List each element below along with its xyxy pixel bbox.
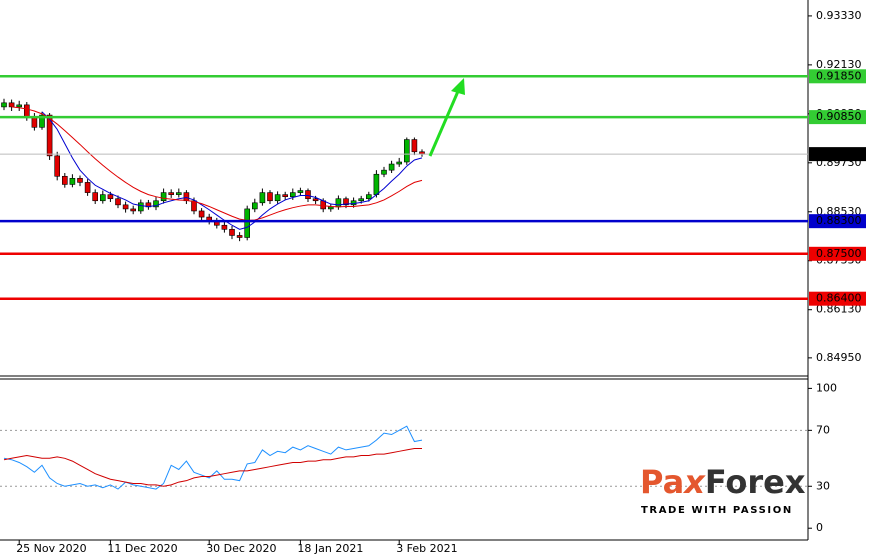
candle-body — [411, 139, 418, 153]
candle-body — [350, 200, 357, 206]
indicator-line — [3, 425, 423, 490]
y-tick-label: 0 — [816, 521, 823, 534]
candle-body — [381, 169, 387, 175]
candle-body — [77, 178, 83, 183]
candle-body — [138, 202, 144, 212]
candle-body — [282, 194, 289, 197]
level-box — [809, 69, 866, 84]
candle-body — [343, 198, 349, 206]
level-box — [809, 110, 866, 125]
level-label: 0.88300 — [816, 214, 862, 227]
candle-body — [335, 198, 342, 208]
candle-body — [289, 192, 296, 197]
candle-body — [84, 182, 91, 193]
candle-body — [259, 192, 266, 204]
candle-body — [8, 102, 15, 108]
candle-body — [54, 155, 61, 177]
candle-body — [69, 178, 76, 185]
candle-body — [305, 190, 311, 200]
x-tick-label: 25 Nov 2020 — [16, 542, 86, 555]
candle-body — [115, 198, 121, 206]
x-tick-label: 18 Jan 2021 — [297, 542, 363, 555]
last-price-label: 0.89943 — [816, 147, 862, 160]
indicator-line — [41, 111, 423, 230]
candle-body — [244, 208, 250, 238]
candle-body — [198, 210, 205, 218]
candle-body — [327, 206, 334, 210]
y-tick-label: 70 — [816, 423, 830, 436]
y-tick-label: 0.84950 — [816, 351, 862, 364]
candle-body — [92, 192, 98, 202]
candle-body — [160, 192, 167, 202]
indicator-line — [3, 448, 422, 487]
candle-body — [23, 104, 30, 118]
candle-body — [396, 161, 403, 165]
x-tick-label: 11 Dec 2020 — [107, 542, 177, 555]
x-tick-label: 3 Feb 2021 — [396, 542, 457, 555]
forecast-arrowhead — [451, 78, 465, 95]
level-label: 0.91850 — [816, 69, 862, 82]
y-tick-label: 30 — [816, 479, 830, 492]
y-tick-label: 0.86130 — [816, 303, 862, 316]
logo-brand: PaxForex — [640, 463, 806, 501]
candle-body — [403, 139, 410, 163]
candle-body — [31, 116, 38, 128]
candle-body — [16, 104, 23, 108]
candle-body — [388, 163, 395, 171]
candle-body — [107, 194, 114, 200]
candle-body — [46, 114, 53, 157]
logo: PaxForex TRADE WITH PASSION — [640, 463, 806, 516]
candle-body — [373, 173, 380, 195]
candle-body — [236, 235, 243, 238]
logo-part: x — [682, 463, 706, 501]
candle-body — [312, 198, 319, 202]
candle-body — [168, 192, 174, 195]
candle-body — [100, 194, 106, 202]
candle-body — [176, 192, 182, 195]
candle-body — [297, 190, 304, 193]
level-label: 0.86400 — [816, 292, 862, 305]
level-box — [809, 214, 866, 229]
candle-body — [61, 175, 68, 185]
candle-body — [267, 192, 273, 202]
logo-tagline: TRADE WITH PASSION — [641, 505, 793, 516]
level-box — [809, 291, 866, 306]
candle-body — [229, 229, 235, 236]
candle-body — [221, 224, 228, 230]
candle-body — [365, 194, 372, 200]
y-tick-label: 0.93330 — [816, 9, 862, 22]
candle-body — [274, 194, 281, 202]
level-label: 0.87500 — [816, 247, 862, 260]
candle-body — [153, 200, 159, 208]
candle-body — [191, 200, 197, 212]
candle-body — [358, 198, 365, 202]
candle-body — [1, 102, 7, 108]
candle-body — [39, 114, 45, 128]
candle-body — [122, 204, 129, 210]
candle-body — [183, 192, 190, 202]
y-tick-label: 100 — [816, 381, 837, 394]
level-label: 0.90850 — [816, 110, 862, 123]
candle-body — [130, 208, 136, 212]
y-tick-label: 0.92130 — [816, 58, 862, 71]
forecast-arrow — [428, 88, 461, 157]
last-price-box — [809, 147, 866, 162]
candle-body — [252, 202, 258, 210]
level-box — [809, 246, 866, 261]
logo-part: Pa — [640, 463, 684, 501]
logo-part: Forex — [705, 463, 806, 501]
x-tick-label: 30 Dec 2020 — [206, 542, 276, 555]
indicator-line — [11, 106, 423, 221]
